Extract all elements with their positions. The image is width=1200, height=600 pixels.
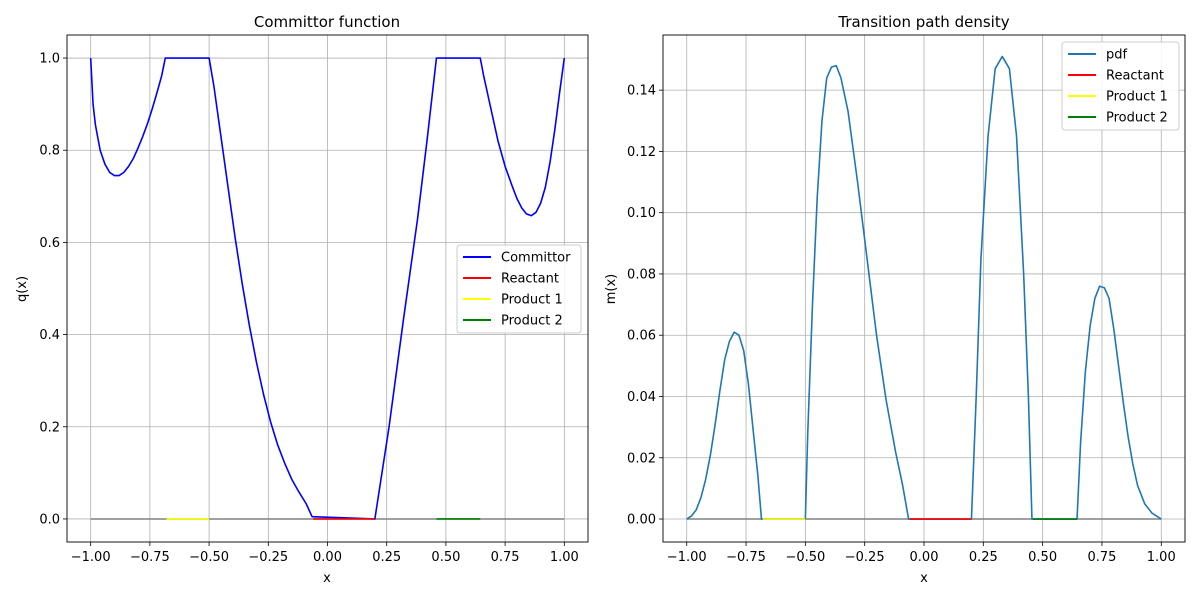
y-tick-label: 0.02 [627,451,656,466]
x-tick-label: 0.75 [1087,550,1116,565]
y-tick-label: 0.2 [39,420,60,435]
y-tick-label: 0.12 [627,145,656,160]
x-tick-label: 0.50 [1028,550,1057,565]
legend-label: Product 2 [1106,111,1168,126]
x-tick-label: 1.00 [550,550,579,565]
chart-title: Committor function [254,13,400,31]
chart-title: Transition path density [837,13,1009,31]
x-axis-label: x [323,571,331,586]
y-tick-label: 0.0 [39,512,60,527]
x-tick-label: 0.25 [372,550,401,565]
x-tick-label: 0.50 [431,550,460,565]
y-tick-label: 0.04 [627,390,656,405]
committor-panel: Committor function x q(x) −1.00 −0.75 −0.5… [15,13,589,586]
x-tick-label: −0.50 [785,550,825,565]
y-tick-label: 1.0 [39,52,60,67]
y-tick-label: 0.14 [627,84,656,99]
series-committor [89,57,566,520]
legend: pdf Reactant Product 1 Product 2 [1061,41,1180,131]
x-tick-label: 0.25 [969,550,998,565]
legend-label: Committor [501,251,571,266]
x-tick-label: 0.00 [313,550,342,565]
y-tick-label: 0.4 [39,328,60,343]
x-tick-label: −0.75 [130,550,170,565]
x-tick-label: 1.00 [1147,550,1176,565]
x-tick-label: −1.00 [71,550,111,565]
y-tick-label: 0.06 [627,329,656,344]
x-tick-label: −0.25 [248,550,288,565]
x-tick-label: −0.75 [726,550,766,565]
legend-box [456,244,582,334]
legend-box [1061,41,1180,131]
legend-label: Reactant [1106,69,1164,84]
x-tick-label: 0.00 [910,550,939,565]
series-pdf [686,55,1162,520]
legend-label: Product 1 [1106,90,1168,105]
y-tick-label: 0.08 [627,267,656,282]
x-tick-label: −1.00 [667,550,707,565]
y-tick-label: 0.00 [627,513,656,528]
x-tick-label: −0.25 [845,550,885,565]
y-axis-label: m(x) [604,274,619,305]
y-tick-label: 0.10 [627,206,656,221]
transition-density-panel: Transition path density x m(x) −1.00 −0.7… [604,13,1186,586]
legend-label: pdf [1106,48,1128,63]
legend-label: Reactant [501,272,559,287]
y-axis-label: q(x) [15,276,30,302]
y-tick-label: 0.8 [39,144,60,159]
legend-label: Product 2 [501,314,563,329]
x-axis-label: x [920,571,928,586]
legend: Committor Reactant Product 1 Product 2 [456,244,582,334]
x-tick-label: −0.50 [189,550,229,565]
y-tick-label: 0.6 [39,236,60,251]
x-tick-label: 0.75 [491,550,520,565]
legend-label: Product 1 [501,293,563,308]
